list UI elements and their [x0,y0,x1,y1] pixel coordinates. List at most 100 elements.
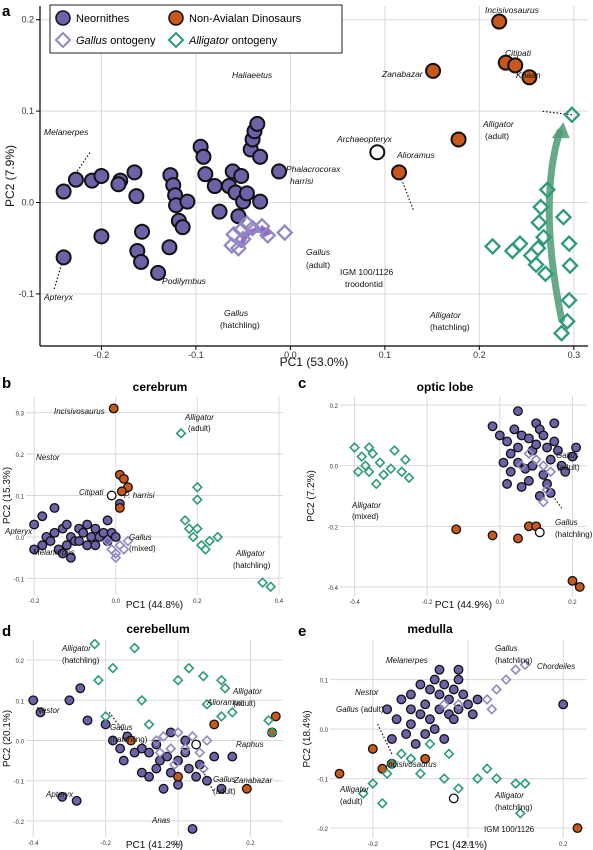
y-axis-label: PC2 (18.4%) [302,710,313,767]
data-point [369,144,386,161]
data-point [472,694,483,705]
data-point [438,698,450,710]
data-point [118,473,129,484]
data-point [549,418,560,429]
data-point [175,427,187,439]
data-point [187,531,199,543]
annotation-label: Nestor [36,453,60,462]
data-point [572,823,583,834]
data-point [481,693,493,705]
data-point [136,694,148,706]
data-point [55,249,72,266]
data-point [396,466,408,478]
data-point [55,183,72,200]
legend-dinosaurs-label: Non-Avialan Dinosaurs [189,13,302,25]
x-tick-label: 0.2 [246,841,255,847]
x-tick-label: 0.2 [473,350,486,360]
legend-alligator-marker [167,31,185,49]
data-point [187,731,198,742]
data-point [252,193,269,210]
legend-neornithes-label: Neornithes [76,13,130,25]
data-point [424,738,436,750]
data-point [82,715,93,726]
x-tick-label: -0.2 [29,599,40,605]
annotation-label: IGM 100/1126 [340,267,394,277]
annotation-label: (hatchling) [495,803,533,812]
annotation-label: Melanerpes [44,127,89,137]
x-tick-label: 0.4 [275,599,284,605]
annotation-label: IGM 100/1126 [484,825,535,834]
x-tick-label: 0.2 [559,842,568,848]
annotation-label: Podilymbus [162,276,207,286]
data-point [410,739,421,749]
data-point [71,795,82,806]
data-point [216,710,227,722]
panel-e-title: medulla [407,622,453,636]
series-non-avialan-dinosaurs [391,13,538,181]
data-point [376,797,388,809]
y-axis-label: PC2 (7.9%) [3,145,17,207]
data-point [534,228,553,246]
x-tick-label: 0.0 [112,599,121,605]
annotation-label: Gallus [110,723,133,732]
data-point [183,662,195,674]
data-point [378,469,390,481]
data-point [133,253,150,270]
data-point [424,684,435,695]
x-tick-label: -0.2 [368,842,379,848]
data-point [381,768,393,780]
data-point [386,734,397,744]
data-point [401,729,412,740]
annotation-label: Alligator [184,413,214,422]
series-archaeopteryx [448,793,459,804]
panel-a-plot: -0.2 -0.1 0.0 0.1 0.2 0.3 -0.1 0.0 0.1 0.2 PC1 (53… [3,5,588,369]
data-point [172,674,184,686]
data-point [472,773,483,785]
annotation-label: Archaeopteryx [336,134,393,144]
data-point [405,753,417,765]
data-point [45,536,56,547]
data-point [102,535,114,547]
data-point [197,670,209,682]
data-point [541,484,553,496]
data-point [209,719,220,730]
annotation-label: Gallus [495,644,518,653]
annotation-label: (hatchling) [220,320,260,330]
x-tick-label: 0.0 [174,841,183,847]
series-alligator-ontogeny [175,427,277,593]
data-point [453,664,464,675]
annotation-label: Gallus [213,775,236,784]
data-point [129,642,141,654]
series-non-avialan-dinosaurs [334,743,583,834]
data-point [257,577,269,588]
data-point [429,724,440,735]
data-point [487,421,498,432]
annotation-label: Gallus [129,533,152,542]
data-point [510,664,522,676]
gallus-arrowhead [260,224,274,239]
data-point [516,460,528,472]
data-point [226,706,238,718]
annotation-label: Nestor [355,688,379,697]
data-point [403,472,415,484]
annotation-label: Gallus [224,308,249,318]
data-point [206,178,223,195]
legend-gallus-rest: ontogeny [107,35,156,47]
y-tick-label: -0.1 [14,780,25,786]
data-point [415,679,426,690]
data-point [491,773,503,785]
data-point [74,536,84,547]
legend-neornithes-marker [55,10,71,26]
data-point [75,683,86,694]
data-point [391,714,402,725]
annotation-normal-part: (adult) [361,705,384,714]
series-alligator-ontogeny [349,442,415,490]
data-point [453,783,464,794]
annotation-label: (hatchling) [430,322,470,332]
legend-gallus-italic: Gallus [76,35,108,47]
panel-letter-e: e [298,623,306,640]
series-gallus-ontogeny [438,659,531,715]
legend-gallus-label: Gallus ontogeny [76,35,156,47]
data-point [191,771,202,782]
data-point [560,235,578,253]
